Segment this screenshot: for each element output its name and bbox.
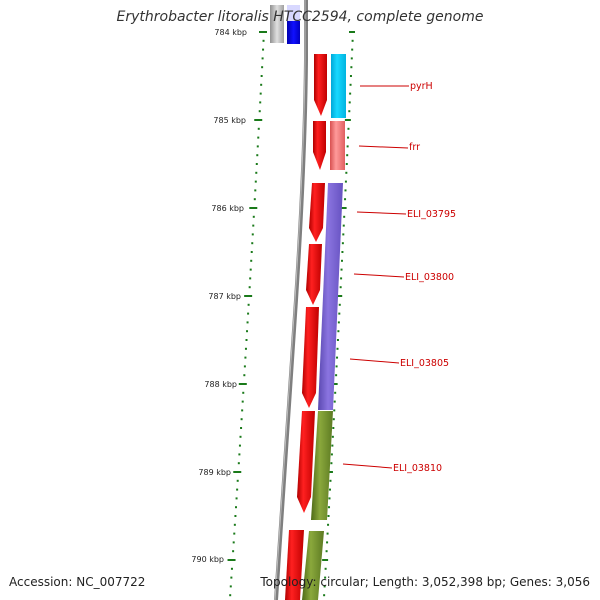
ruler-tick-label: 788 kbp bbox=[204, 380, 237, 389]
gene-arrow bbox=[297, 411, 315, 513]
gene-arrow bbox=[314, 54, 327, 116]
ruler-tick-label: 787 kbp bbox=[208, 292, 241, 301]
genome-backbone bbox=[274, 0, 308, 600]
gene-label[interactable]: ELI_03805 bbox=[400, 358, 449, 369]
ruler-tick-label: 784 kbp bbox=[214, 28, 247, 37]
ruler-tick-label: 786 kbp bbox=[211, 204, 244, 213]
gene-arrow bbox=[306, 244, 322, 305]
genome-backbone-highlight bbox=[274, 0, 306, 600]
ruler-tick-label: 789 kbp bbox=[198, 468, 231, 477]
label-leader-line bbox=[358, 145, 409, 149]
gene-arrow bbox=[309, 183, 325, 242]
label-leader-line bbox=[342, 463, 393, 469]
scale-dots bbox=[229, 39, 354, 597]
upstream-gene-fragment bbox=[287, 21, 300, 44]
genome-title: Erythrobacter litoralis HTCC2594, comple… bbox=[116, 9, 484, 25]
ruler-tick-label: 785 kbp bbox=[213, 116, 246, 125]
gene-label[interactable]: frr bbox=[409, 142, 420, 153]
upstream-gene-fragment bbox=[270, 5, 284, 43]
accession-text: Accession: NC_007722 bbox=[9, 575, 146, 589]
upstream-gene-fragment bbox=[287, 5, 300, 21]
label-leader-line bbox=[356, 211, 407, 215]
gene-pyrH bbox=[331, 54, 346, 118]
gene-downstream bbox=[302, 531, 324, 600]
gene-label[interactable]: ELI_03800 bbox=[405, 272, 454, 283]
gene-label[interactable]: ELI_03795 bbox=[407, 209, 456, 220]
gene-label[interactable]: pyrH bbox=[410, 81, 433, 92]
gene-ELI-03795-03805 bbox=[318, 183, 343, 410]
label-leader-line bbox=[349, 358, 400, 364]
genome-stats-text: Topology: circular; Length: 3,052,398 bp… bbox=[260, 575, 590, 589]
gene-arrow bbox=[285, 530, 304, 600]
gene-arrow bbox=[313, 121, 326, 170]
label-leader-line bbox=[353, 273, 405, 278]
gene-ELI-03810 bbox=[311, 411, 333, 520]
gene-label[interactable]: ELI_03810 bbox=[393, 463, 442, 474]
gene-frr bbox=[330, 121, 345, 170]
gene-arrow bbox=[302, 307, 319, 408]
ruler-tick-label: 790 kbp bbox=[191, 555, 224, 564]
